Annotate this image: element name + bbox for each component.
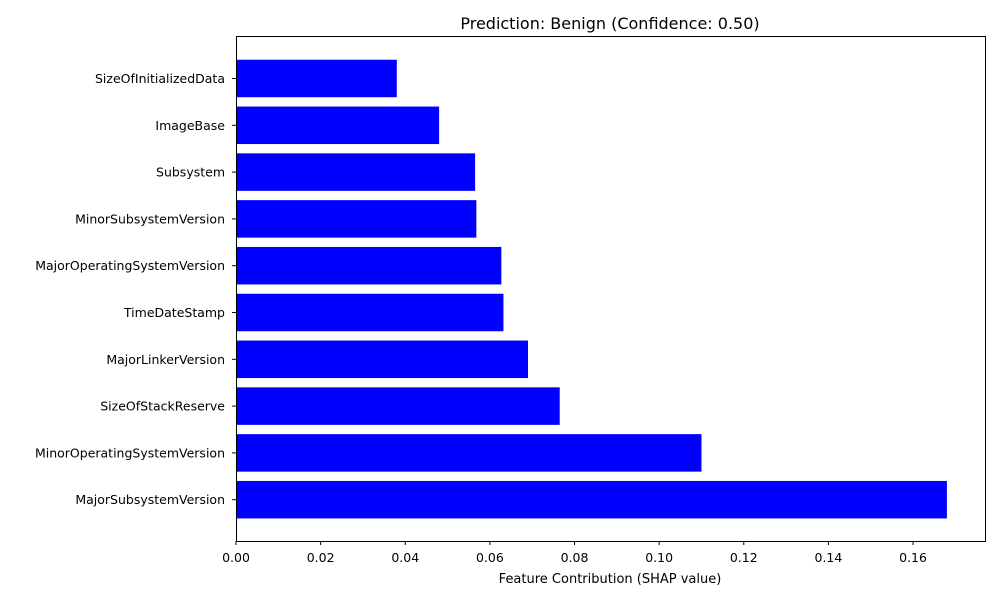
bar-MinorOperatingSystemVersion	[236, 434, 702, 472]
y-tick-label: MinorOperatingSystemVersion	[35, 445, 225, 460]
x-tick-label: 0.04	[391, 550, 419, 565]
y-tick-label: Subsystem	[156, 165, 225, 180]
x-tick-label: 0.08	[561, 550, 589, 565]
x-tick-label: 0.10	[645, 550, 673, 565]
bar-ImageBase	[236, 106, 440, 145]
x-tick-label: 0.06	[476, 550, 504, 565]
bar-MajorSubsystemVersion	[236, 480, 947, 519]
y-axis-ticks: SizeOfInitializedData ImageBase Subsystem M…	[35, 71, 236, 507]
x-axis-ticks: 0.00 0.02 0.04 0.06 0.08 0.10 0.12 0.14 0.16	[222, 541, 927, 565]
y-tick-label: MajorLinkerVersion	[106, 352, 225, 367]
bar-Subsystem	[236, 153, 476, 191]
y-tick-label: MinorSubsystemVersion	[75, 211, 225, 226]
x-axis-label: Feature Contribution (SHAP value)	[499, 572, 722, 587]
y-tick-label: SizeOfStackReserve	[100, 399, 225, 414]
x-tick-label: 0.16	[899, 550, 927, 565]
bar-SizeOfInitializedData	[236, 59, 397, 98]
y-tick-label: TimeDateStamp	[123, 305, 225, 320]
plot-frame	[236, 36, 986, 542]
bar-MinorSubsystemVersion	[236, 200, 477, 238]
bar-SizeOfStackReserve	[236, 387, 560, 425]
x-tick-label: 0.00	[222, 550, 250, 565]
bar-MajorLinkerVersion	[236, 340, 528, 379]
y-tick-label: MajorOperatingSystemVersion	[35, 258, 225, 273]
bars-group	[236, 59, 947, 519]
x-tick-label: 0.14	[815, 550, 843, 565]
bar-MajorOperatingSystemVersion	[236, 246, 502, 285]
x-tick-label: 0.02	[307, 550, 335, 565]
x-tick-label: 0.12	[730, 550, 758, 565]
y-tick-label: ImageBase	[155, 118, 225, 133]
y-tick-label: SizeOfInitializedData	[95, 71, 225, 86]
y-tick-label: MajorSubsystemVersion	[75, 492, 225, 507]
bar-TimeDateStamp	[236, 293, 504, 332]
chart-title: Prediction: Benign (Confidence: 0.50)	[460, 14, 759, 33]
